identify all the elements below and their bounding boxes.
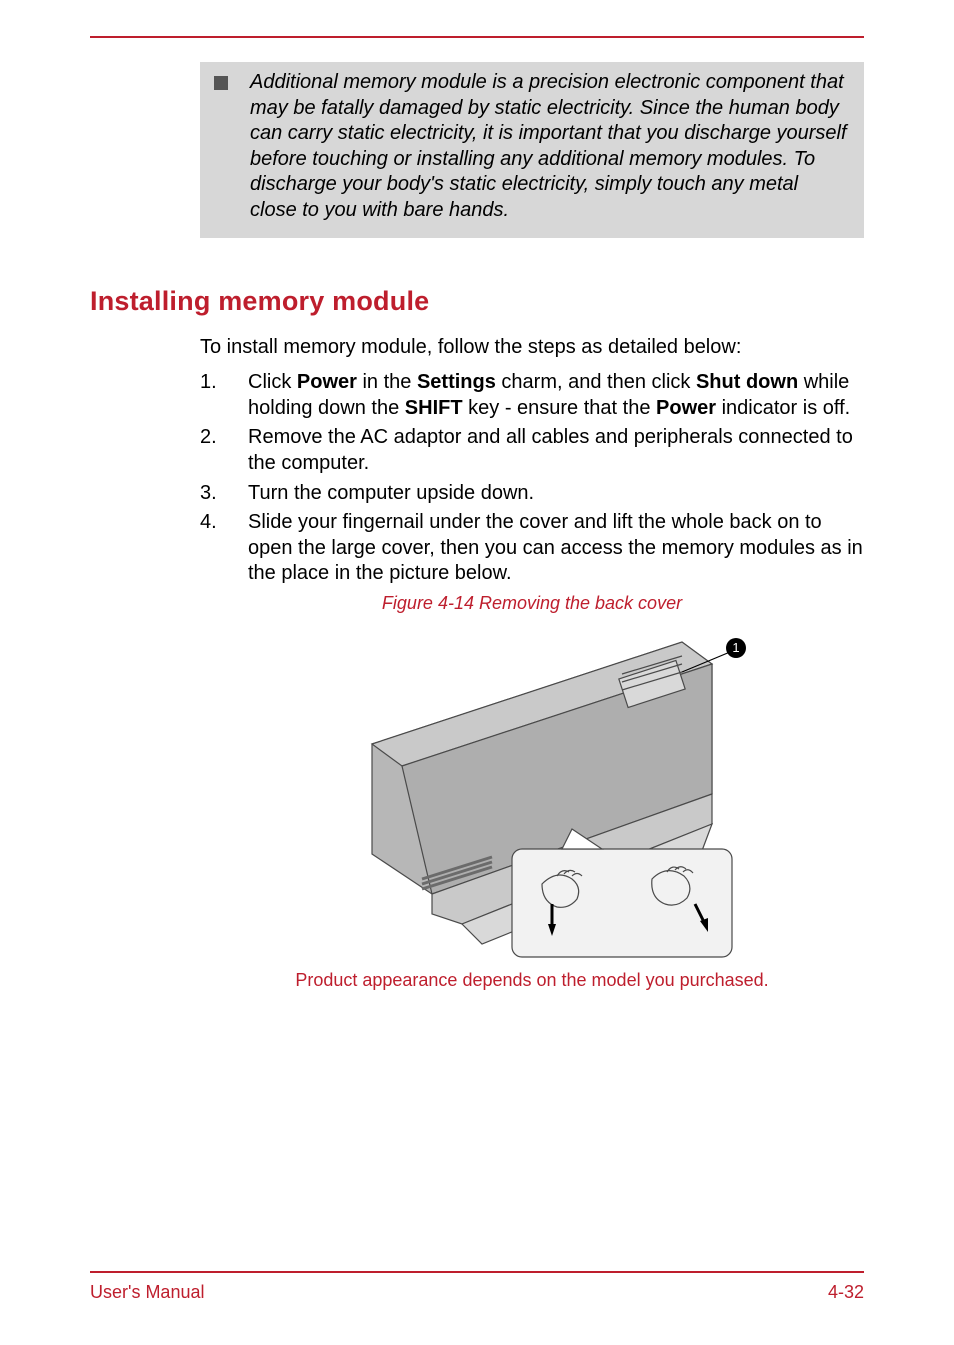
figure-area: 1 bbox=[200, 624, 864, 964]
intro-text: To install memory module, follow the ste… bbox=[200, 335, 864, 361]
steps-list: 1. Click Power in the Settings charm, and… bbox=[200, 370, 864, 587]
step-item: 3. Turn the computer upside down. bbox=[200, 481, 864, 507]
section-heading: Installing memory module bbox=[90, 286, 864, 317]
step-number: 2. bbox=[200, 425, 228, 476]
callout-label: 1 bbox=[732, 640, 739, 655]
back-cover-illustration: 1 bbox=[312, 624, 752, 964]
footer-left: User's Manual bbox=[90, 1282, 204, 1303]
step-number: 4. bbox=[200, 510, 228, 587]
step-text: Click Power in the Settings charm, and t… bbox=[248, 370, 864, 421]
warning-box: Additional memory module is a precision … bbox=[200, 62, 864, 238]
step-text: Slide your fingernail under the cover an… bbox=[248, 510, 864, 587]
step-number: 1. bbox=[200, 370, 228, 421]
footer-right: 4-32 bbox=[828, 1282, 864, 1303]
bullet-icon bbox=[214, 76, 228, 90]
step-item: 4. Slide your fingernail under the cover … bbox=[200, 510, 864, 587]
page-content: Additional memory module is a precision … bbox=[90, 62, 864, 991]
bottom-rule bbox=[90, 1271, 864, 1273]
warning-text: Additional memory module is a precision … bbox=[250, 70, 850, 224]
step-text: Turn the computer upside down. bbox=[248, 481, 864, 507]
figure-caption: Figure 4-14 Removing the back cover bbox=[200, 593, 864, 614]
step-item: 1. Click Power in the Settings charm, and… bbox=[200, 370, 864, 421]
step-item: 2. Remove the AC adaptor and all cables a… bbox=[200, 425, 864, 476]
step-text: Remove the AC adaptor and all cables and… bbox=[248, 425, 864, 476]
step-number: 3. bbox=[200, 481, 228, 507]
section-body: To install memory module, follow the ste… bbox=[200, 335, 864, 587]
top-rule bbox=[90, 36, 864, 38]
footer: User's Manual 4-32 bbox=[90, 1282, 864, 1303]
figure-note: Product appearance depends on the model … bbox=[200, 970, 864, 991]
